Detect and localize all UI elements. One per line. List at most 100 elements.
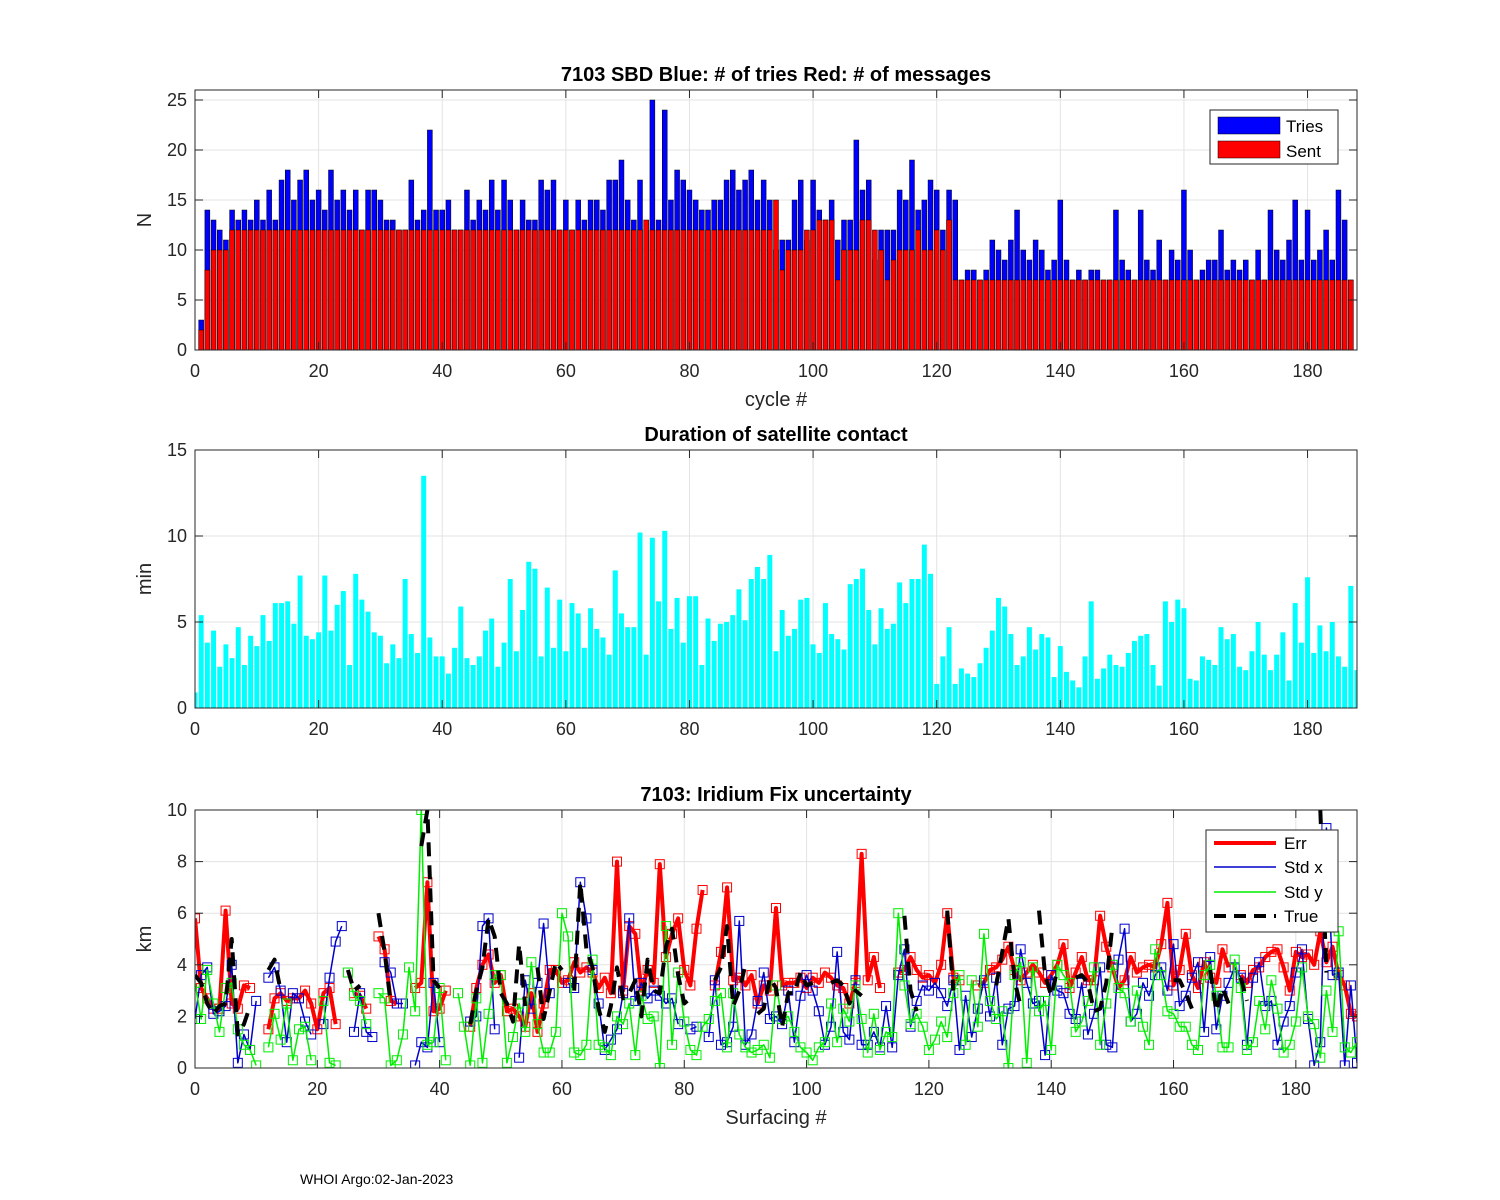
marker	[838, 1003, 849, 1014]
marker	[697, 884, 708, 895]
marker	[881, 1026, 892, 1037]
marker	[856, 848, 867, 859]
bar	[977, 279, 983, 350]
x-axis-label: Surfacing #	[725, 1107, 827, 1129]
legend-swatch-tries	[1217, 116, 1281, 135]
bar	[1249, 651, 1255, 708]
bar	[247, 229, 254, 350]
bar	[1175, 599, 1181, 708]
bar	[594, 229, 600, 350]
y-tick-label: 15	[167, 440, 187, 460]
marker	[954, 1044, 965, 1055]
marker	[1192, 1044, 1203, 1055]
marker	[997, 1006, 1008, 1017]
marker	[685, 1044, 696, 1055]
marker	[263, 1042, 274, 1053]
legend-box	[1205, 829, 1339, 933]
bar	[1243, 279, 1249, 350]
bar	[1342, 666, 1348, 708]
bar	[1125, 279, 1132, 350]
marker	[991, 1013, 1002, 1024]
x-tick-label: 60	[556, 361, 576, 381]
bar	[1317, 625, 1323, 708]
bar	[1144, 634, 1150, 708]
bar	[328, 630, 334, 708]
marker	[1352, 1037, 1357, 1048]
marker	[972, 1003, 983, 1014]
legend-label-std-x: Std x	[1284, 858, 1323, 877]
bar	[445, 673, 451, 708]
marker	[752, 995, 763, 1006]
bar	[742, 620, 748, 708]
y-tick-label: 0	[177, 698, 187, 718]
marker	[819, 967, 830, 978]
bar	[464, 658, 470, 708]
bar	[1076, 687, 1082, 708]
marker	[238, 980, 249, 991]
bar	[1039, 634, 1045, 708]
marker	[868, 1026, 879, 1037]
bar	[1113, 279, 1119, 350]
marker	[1150, 970, 1161, 981]
bar	[1298, 642, 1304, 708]
bar	[1008, 634, 1014, 708]
marker	[715, 988, 726, 999]
marker	[966, 1032, 977, 1043]
marker	[1321, 985, 1332, 996]
bar	[903, 249, 909, 350]
marker	[1015, 957, 1026, 968]
bar	[841, 249, 847, 350]
bar	[853, 249, 860, 350]
bar	[1150, 279, 1156, 350]
marker	[1284, 1001, 1295, 1012]
marker	[428, 1037, 439, 1048]
bar	[279, 603, 285, 708]
marker	[734, 915, 745, 926]
bar	[915, 229, 921, 350]
bar	[1144, 279, 1150, 350]
bar	[526, 229, 532, 350]
bar	[365, 611, 371, 708]
marker	[1003, 1063, 1014, 1068]
bar	[347, 665, 352, 708]
marker	[428, 1006, 439, 1017]
bar	[1261, 654, 1267, 708]
marker	[1009, 1001, 1020, 1012]
series-true	[195, 810, 1329, 1037]
marker	[771, 903, 781, 914]
marker	[813, 977, 824, 988]
marker	[1205, 959, 1216, 970]
bar	[1045, 637, 1051, 708]
bar	[489, 618, 495, 708]
marker	[679, 964, 690, 975]
bar	[822, 219, 829, 350]
y-tick-label: 10	[167, 800, 187, 820]
bar	[897, 582, 903, 708]
bar	[983, 647, 989, 708]
bar	[928, 573, 933, 708]
legend-label-tries: Tries	[1286, 117, 1323, 136]
legend-panel-1: Tries Sent	[1209, 109, 1339, 165]
marker	[269, 1008, 280, 1019]
marker	[287, 988, 298, 999]
marker	[1046, 1044, 1057, 1055]
marker	[342, 967, 353, 978]
bar	[723, 229, 730, 350]
marker	[275, 985, 286, 996]
bar	[322, 229, 328, 350]
bar	[223, 644, 229, 708]
marker	[263, 1024, 274, 1035]
bar	[1206, 659, 1212, 708]
bar	[779, 269, 785, 350]
x-tick-label: 60	[556, 719, 576, 739]
marker	[404, 962, 415, 973]
bar	[1033, 649, 1039, 708]
bar	[1014, 665, 1020, 708]
bar	[785, 635, 791, 708]
bar	[507, 579, 513, 708]
bar	[1082, 279, 1088, 350]
bar	[1026, 279, 1033, 350]
bar	[1014, 279, 1020, 350]
bar	[656, 601, 662, 708]
bar	[798, 599, 804, 708]
